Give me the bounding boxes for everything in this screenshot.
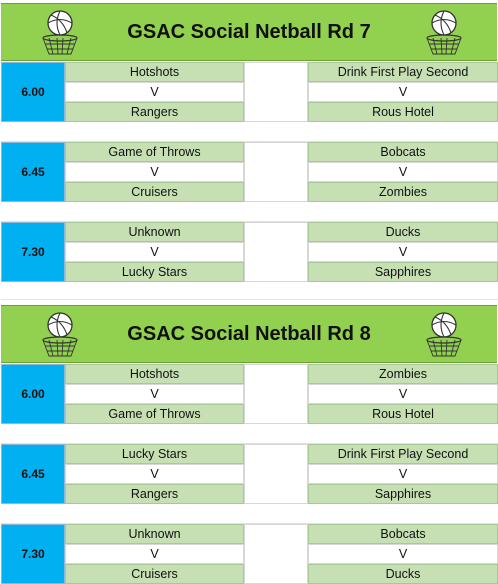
netball-hoop-icon xyxy=(42,10,78,55)
versus-cell: V xyxy=(308,384,498,404)
team-cell: Bobcats xyxy=(308,142,498,162)
netball-hoop-icon xyxy=(426,312,462,357)
spacer-cell xyxy=(244,142,308,202)
team-cell: Rous Hotel xyxy=(308,102,498,122)
versus-cell: V xyxy=(308,464,498,484)
round-8-block: GSAC Social Netball Rd 8 6.00 Hotshots V… xyxy=(0,300,498,584)
team-cell: Drink First Play Second xyxy=(308,444,498,464)
team-cell: Ducks xyxy=(308,564,498,584)
team-cell: Cruisers xyxy=(65,182,244,202)
row-gap xyxy=(1,504,498,524)
team-cell: Unknown xyxy=(65,524,244,544)
time-slot: 7.30 xyxy=(1,222,65,282)
time-slot: 6.45 xyxy=(1,444,65,504)
team-cell: Cruisers xyxy=(65,564,244,584)
spacer-cell xyxy=(244,222,308,282)
versus-cell: V xyxy=(65,384,244,404)
team-cell: Bobcats xyxy=(308,524,498,544)
team-cell: Ducks xyxy=(308,222,498,242)
round-header: GSAC Social Netball Rd 8 xyxy=(1,305,497,363)
team-cell: Rangers xyxy=(65,102,244,122)
team-cell: Zombies xyxy=(308,364,498,384)
spacer-cell xyxy=(244,62,308,122)
round-title: GSAC Social Netball Rd 7 xyxy=(127,20,371,43)
team-cell: Zombies xyxy=(308,182,498,202)
row-gap xyxy=(1,424,498,444)
team-cell: Rous Hotel xyxy=(308,404,498,424)
versus-cell: V xyxy=(65,242,244,262)
team-cell: Unknown xyxy=(65,222,244,242)
round-title: GSAC Social Netball Rd 8 xyxy=(127,322,371,345)
team-cell: Lucky Stars xyxy=(65,262,244,282)
spacer-cell xyxy=(244,364,308,424)
time-slot: 6.00 xyxy=(1,62,65,122)
spacer-cell xyxy=(244,444,308,504)
team-cell: Game of Throws xyxy=(65,142,244,162)
team-cell: Game of Throws xyxy=(65,404,244,424)
round-7-block: GSAC Social Netball Rd 7 6.00 Hotshots V… xyxy=(1,3,498,300)
team-cell: Hotshots xyxy=(65,62,244,82)
netball-hoop-icon xyxy=(426,10,462,55)
team-cell: Rangers xyxy=(65,484,244,504)
versus-cell: V xyxy=(308,242,498,262)
versus-cell: V xyxy=(308,82,498,102)
netball-hoop-icon xyxy=(42,312,78,357)
versus-cell: V xyxy=(65,82,244,102)
row-gap xyxy=(1,122,498,142)
round-header: GSAC Social Netball Rd 7 xyxy=(1,3,497,61)
versus-cell: V xyxy=(65,464,244,484)
team-cell: Drink First Play Second xyxy=(308,62,498,82)
row-gap xyxy=(1,282,498,300)
time-slot: 7.30 xyxy=(1,524,65,584)
team-cell: Sapphires xyxy=(308,484,498,504)
team-cell: Hotshots xyxy=(65,364,244,384)
time-slot: 6.00 xyxy=(1,364,65,424)
versus-cell: V xyxy=(308,544,498,564)
spacer-cell xyxy=(244,524,308,584)
team-cell: Lucky Stars xyxy=(65,444,244,464)
row-gap xyxy=(1,202,498,222)
versus-cell: V xyxy=(65,544,244,564)
team-cell: Sapphires xyxy=(308,262,498,282)
versus-cell: V xyxy=(308,162,498,182)
time-slot: 6.45 xyxy=(1,142,65,202)
versus-cell: V xyxy=(65,162,244,182)
